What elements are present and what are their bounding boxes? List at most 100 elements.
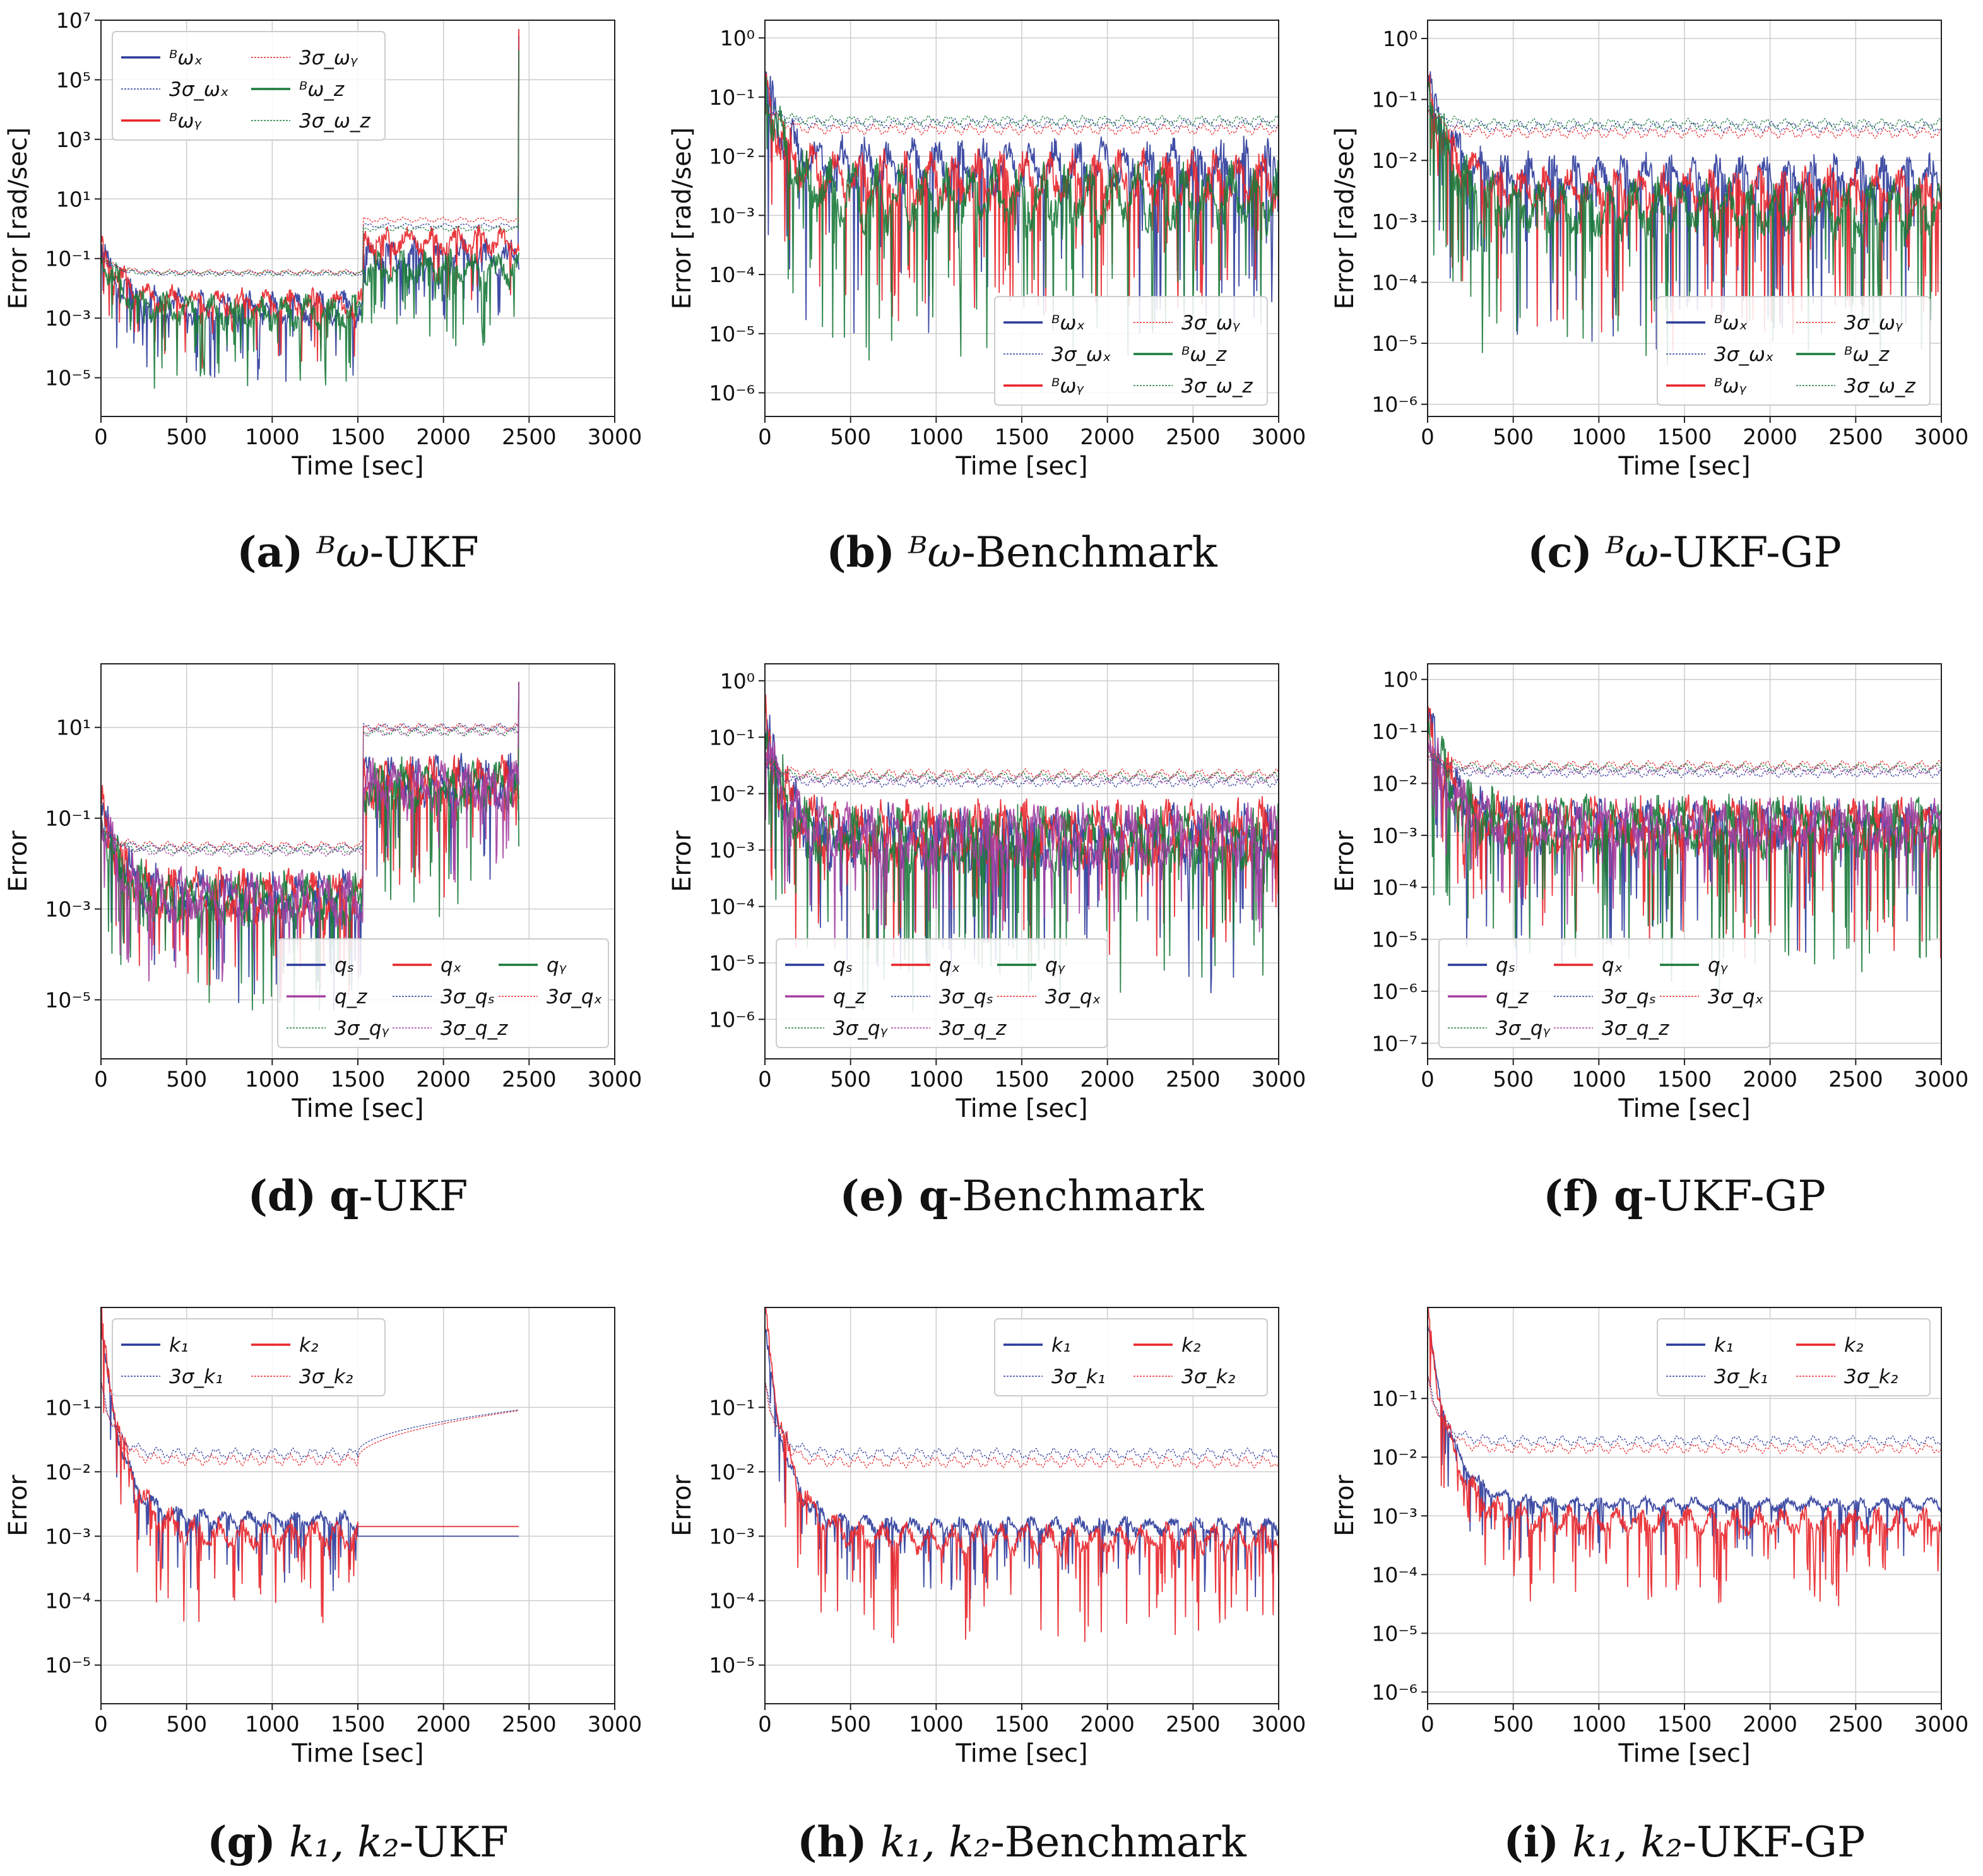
y-tick-label: 10⁻³	[1371, 1504, 1418, 1528]
series-group	[765, 1307, 1279, 1643]
legend-label: ᴮωₓ	[169, 47, 203, 69]
series-line-purple	[765, 741, 1279, 950]
caption-label: (i)	[1503, 1817, 1560, 1867]
y-tick-label: 10⁻²	[1371, 148, 1418, 173]
caption-symbol: ᴮω	[316, 528, 370, 577]
x-axis-label: Time [sec]	[955, 1094, 1087, 1123]
series-line-purple	[1428, 748, 1941, 776]
caption-symbol: k₁, k₂	[1572, 1818, 1683, 1867]
caption-symbol: ᴮω	[1605, 528, 1659, 577]
legend-entry: 3σ_qₛ	[891, 986, 993, 1008]
legend-label: 3σ_k₂	[1844, 1366, 1898, 1388]
legend-entry: ᴮωₓ	[121, 47, 203, 69]
series-line-x	[765, 102, 1279, 130]
series-line-z	[101, 756, 519, 1029]
legend-entry: 3σ_qₓ	[1660, 986, 1763, 1008]
x-tick-label: 1500	[331, 1067, 386, 1092]
y-tick-label: 10⁻²	[709, 145, 755, 169]
series-line-k1	[101, 1379, 519, 1460]
caption-text: -UKF-GP	[1643, 1172, 1826, 1220]
legend-frame	[776, 938, 1108, 1048]
legend-entry: 3σ_q_z	[393, 1017, 508, 1040]
legend-label: ᴮωₓ	[1714, 312, 1748, 334]
legend-label: 3σ_qᵧ	[1496, 1017, 1551, 1040]
legend-entry: 3σ_k₂	[1796, 1366, 1898, 1388]
series-line-z	[765, 105, 1279, 127]
legend-label: 3σ_ωᵧ	[1181, 312, 1241, 334]
caption-label: (g)	[207, 1817, 276, 1867]
caption-text: -Benchmark	[990, 1818, 1246, 1867]
legend-label: ᴮωₓ	[1051, 312, 1085, 334]
series-line-k2	[765, 1307, 1279, 1643]
legend-label: qₓ	[441, 954, 461, 977]
y-tick-label: 10⁻⁵	[709, 1653, 755, 1678]
x-tick-label: 3000	[1914, 425, 1969, 450]
legend-entry: 3σ_ωₓ	[1666, 343, 1774, 366]
series-line-y	[765, 103, 1279, 136]
series-group	[101, 681, 519, 1029]
series-line-k2	[765, 1381, 1279, 1469]
x-tick-label: 1500	[1657, 1067, 1712, 1092]
x-tick-label: 500	[166, 425, 207, 450]
series-line-z	[765, 758, 1279, 782]
y-tick-label: 10⁻⁵	[45, 1653, 91, 1678]
x-tick-label: 1000	[1572, 1067, 1626, 1092]
x-tick-label: 0	[758, 1712, 772, 1737]
x-tick-label: 2000	[1080, 425, 1135, 450]
legend-label: 3σ_ωᵧ	[1844, 312, 1903, 334]
caption-label: (h)	[797, 1817, 867, 1867]
caption-text: -UKF-GP	[1682, 1818, 1866, 1867]
x-tick-label: 500	[1493, 1712, 1534, 1737]
legend-entry: qᵧ	[1660, 954, 1729, 977]
caption-text: -UKF	[399, 1818, 509, 1867]
legend-entry: qₓ	[891, 954, 960, 977]
x-tick-label: 3000	[588, 1712, 642, 1737]
x-tick-label: 2500	[1828, 1712, 1883, 1737]
x-tick-label: 1000	[909, 1712, 964, 1737]
series-line-k1	[101, 1326, 519, 1591]
y-tick-label: 10⁻³	[45, 897, 91, 922]
chart-b: 0 500 1000 1500 2000 2500 3000 10⁻⁶ 10⁻⁵ 10⁻⁴ 10⁻³…	[668, 20, 1306, 481]
caption-symbol: q	[1614, 1171, 1643, 1220]
x-axis-label: Time [sec]	[955, 1739, 1087, 1768]
legend-label: 3σ_q_z	[939, 1017, 1007, 1040]
caption: (b) ᴮω-Benchmark	[706, 528, 1337, 577]
y-tick-label: 10⁻⁴	[1371, 1562, 1418, 1587]
series-line-k1	[765, 1379, 1279, 1460]
y-tick-label: 10³	[56, 127, 91, 152]
x-tick-label: 0	[1421, 425, 1435, 450]
legend-label: 3σ_ω_z	[299, 110, 370, 133]
legend-entry: k₁	[1003, 1334, 1070, 1357]
legend: ᴮωₓ 3σ_ωₓ ᴮωᵧ 3σ_ωᵧ ᴮω_z 3σ_ω_z	[1657, 296, 1931, 406]
legend-entry: qₛ	[287, 954, 354, 977]
legend-label: qᵧ	[1708, 954, 1729, 977]
series-group	[765, 694, 1279, 1012]
y-tick-label: 10⁻⁵	[1371, 928, 1418, 952]
y-tick-label: 10⁰	[1383, 27, 1418, 51]
series-line-z	[1428, 751, 1941, 773]
series-line-z	[101, 727, 519, 855]
legend-entry: k₂	[1796, 1334, 1863, 1357]
y-tick-label: 10⁻³	[709, 1525, 755, 1549]
legend-frame	[994, 1318, 1268, 1396]
y-tick-label: 10⁻⁵	[709, 322, 755, 346]
legend-entry: 3σ_ω_z	[1134, 375, 1253, 398]
series-line-k2	[1428, 1374, 1941, 1454]
caption: (g) k₁, k₂-UKF	[42, 1817, 673, 1867]
x-tick-label: 500	[166, 1712, 207, 1737]
chart-i: 0 500 1000 1500 2000 2500 3000 10⁻⁶ 10⁻⁵ 10⁻⁴ 10⁻³…	[1330, 1307, 1968, 1768]
y-tick-label: 10⁻¹	[1371, 1386, 1418, 1411]
legend-entry: ᴮωₓ	[1003, 312, 1085, 334]
y-axis-label: Error [rad/sec]	[4, 127, 33, 310]
legend-label: 3σ_ωₓ	[1051, 343, 1111, 366]
series-line-z	[101, 248, 519, 389]
series-group	[1428, 71, 1941, 365]
x-tick-label: 2000	[1743, 1712, 1797, 1737]
legend-frame	[1438, 938, 1770, 1048]
y-tick-label: 10⁻⁵	[45, 988, 91, 1012]
caption-text: -UKF	[369, 528, 479, 577]
x-tick-label: 2000	[1743, 1067, 1797, 1092]
chart-d: 0 500 1000 1500 2000 2500 3000 10⁻⁵ 10⁻³ 10⁻¹ 10¹ T…	[4, 663, 642, 1123]
y-tick-label: 10⁰	[720, 669, 755, 693]
legend-frame	[112, 1318, 386, 1396]
